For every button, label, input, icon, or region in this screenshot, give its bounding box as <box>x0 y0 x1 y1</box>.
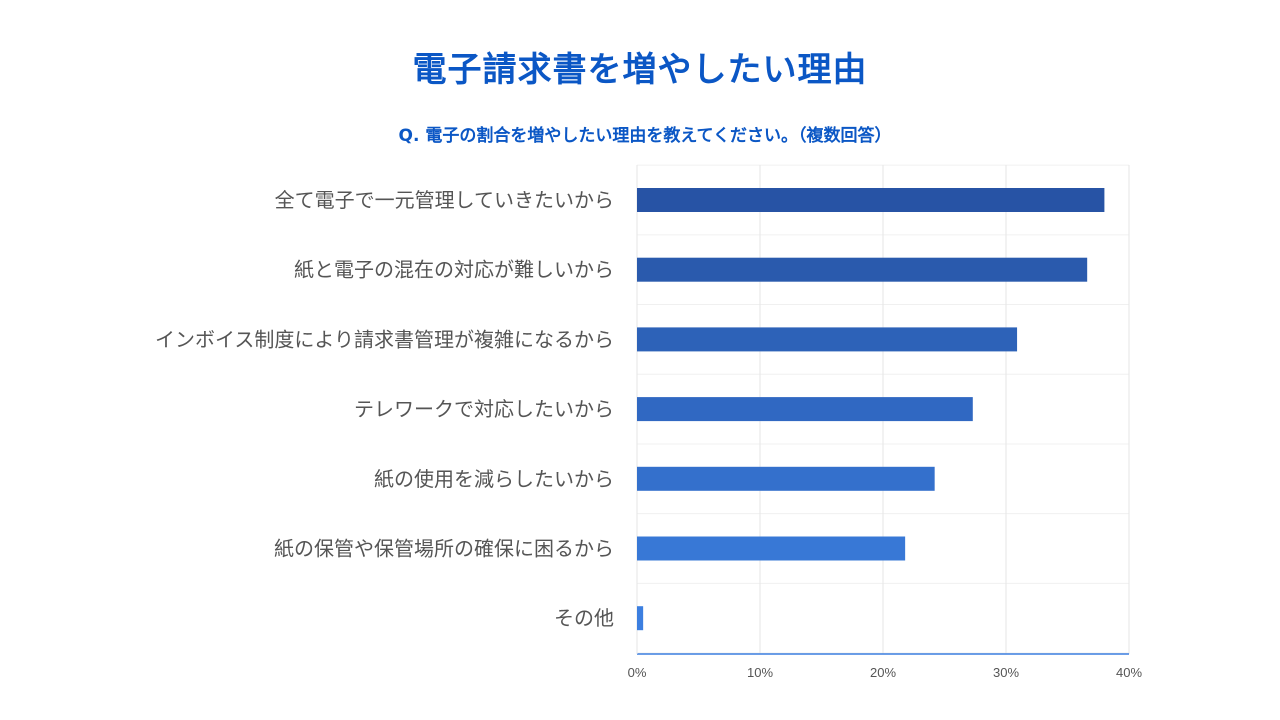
grid-lines <box>636 164 1130 655</box>
x-axis-ticks: 0% 10% 20% 30% 40% <box>628 665 1143 680</box>
category-label: テレワークで対応したいから <box>354 397 614 421</box>
x-tick-label: 0% <box>628 665 647 680</box>
bar <box>637 466 935 491</box>
category-label: 全て電子で一元管理していきたいから <box>275 188 614 212</box>
bar <box>637 606 644 631</box>
bar <box>637 536 906 561</box>
category-label: 紙と電子の混在の対応が難しいから <box>294 258 614 282</box>
chart-subtitle: Q. 電子の割合を増やしたい理由を教えてください。（複数回答） <box>398 126 892 146</box>
bar <box>637 188 1105 212</box>
page-title: 電子請求書を増やしたい理由 <box>412 50 868 90</box>
bar <box>637 397 973 422</box>
category-label: インボイス制度により請求書管理が複雑になるから <box>155 327 614 351</box>
x-tick-label: 40% <box>1116 665 1142 680</box>
bar <box>637 327 1018 352</box>
category-label: 紙の使用を減らしたいから <box>374 467 614 491</box>
bar <box>637 257 1088 282</box>
x-tick-label: 20% <box>870 665 896 680</box>
category-label: 紙の保管や保管場所の確保に困るから <box>274 537 614 561</box>
x-tick-label: 10% <box>747 665 773 680</box>
category-labels: 全て電子で一元管理していきたいから紙と電子の混在の対応が難しいからインボイス制度… <box>155 188 614 630</box>
category-label: その他 <box>554 606 614 630</box>
x-tick-label: 30% <box>993 665 1019 680</box>
bars <box>637 188 1105 631</box>
